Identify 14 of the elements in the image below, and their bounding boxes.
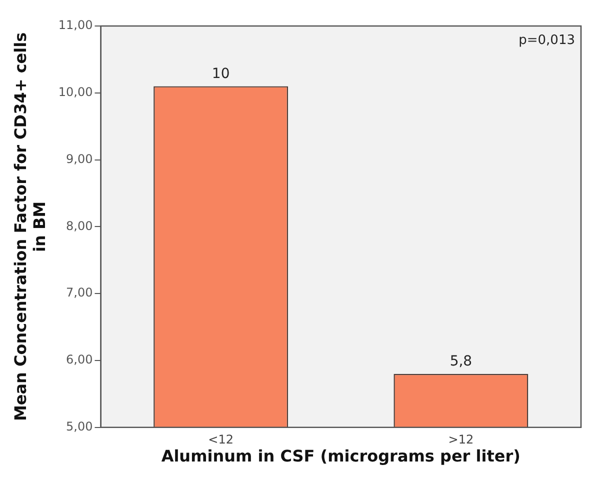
y-tick-label: 5,00	[66, 420, 93, 434]
y-tick-label: 6,00	[66, 352, 93, 367]
data-label: 5,8	[450, 354, 472, 370]
y-tick-label: 8,00	[66, 218, 93, 233]
x-axis-title: Aluminum in CSF (micrograms per liter)	[161, 446, 520, 466]
y-tick-label: 11,00	[58, 18, 93, 32]
annotation: p=0,013	[518, 32, 575, 48]
y-tick-label: 10,00	[58, 85, 93, 100]
y-tick-label: 9,00	[66, 152, 93, 166]
data-label: 10	[212, 66, 230, 82]
y-axis-title: Mean Concentration Factor for CD34+ cells in BM	[10, 32, 49, 422]
x-tick-label: <12	[208, 432, 234, 447]
x-tick-label: >12	[448, 432, 474, 447]
y-tick-label: 7,00	[66, 286, 93, 300]
